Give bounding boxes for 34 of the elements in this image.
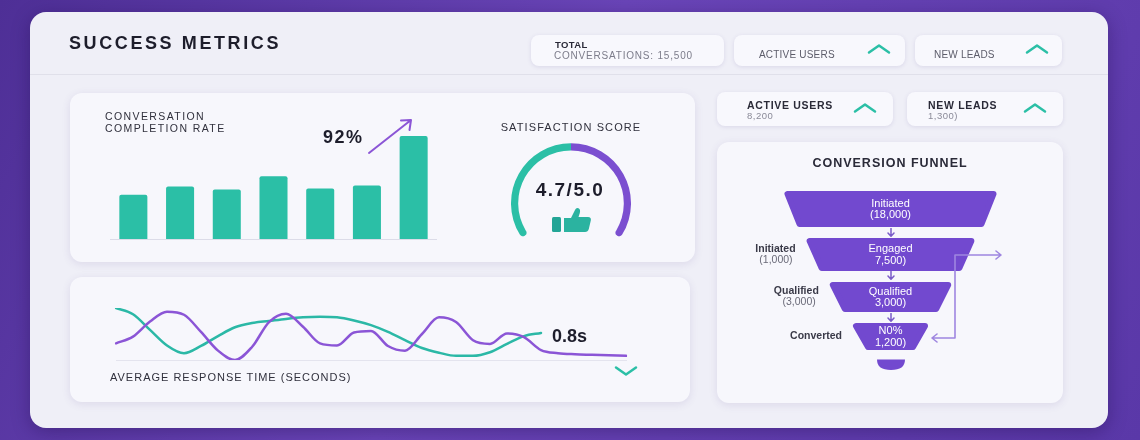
- text: Qualified (3,000): [773, 284, 819, 308]
- text: 4.7/5.0: [535, 178, 605, 202]
- data-label: (18,000): [870, 208, 911, 221]
- text: TOTAL: [555, 39, 588, 51]
- text: CONVERSATIONS: 15,500: [554, 49, 693, 62]
- category-label: Qualified: [868, 284, 913, 297]
- text: Initiated (1,000): [755, 241, 796, 265]
- bar: [119, 194, 148, 239]
- bar: [259, 176, 288, 239]
- bar: [166, 186, 195, 239]
- bar: [352, 185, 381, 239]
- chart-title: CONVERSATION COMPLETION RATE: [105, 110, 227, 134]
- category-label: N0%: [878, 324, 903, 337]
- text: SUCCESS METRICS: [69, 33, 282, 55]
- chart-title: SATISFACTION SCORE: [500, 121, 642, 135]
- bar: [306, 188, 335, 239]
- category-label: Initiated: [871, 196, 910, 209]
- annotation: 0.8s: [552, 326, 588, 348]
- text: AVERAGE RESPONSE TIME (SECONDS): [110, 371, 352, 385]
- text: NEW LEADS: [928, 98, 998, 112]
- data-label: 7,500): [874, 253, 907, 266]
- data-label: 1,200): [874, 335, 907, 348]
- text: ACTIVE USERS: [759, 49, 835, 61]
- category-label: Engaged: [868, 242, 913, 255]
- text: 1,300): [928, 109, 958, 122]
- text: ACTIVE USERS: [747, 98, 833, 112]
- bar: [399, 136, 428, 239]
- bar: [212, 189, 241, 239]
- text: CONVERSION FUNNEL: [812, 155, 968, 171]
- text: NEW LEADS: [934, 49, 995, 61]
- text: 8,200: [747, 109, 774, 122]
- data-label: 3,000): [874, 296, 907, 309]
- text: Converted: [790, 329, 842, 342]
- annotation: 92%: [323, 127, 364, 149]
